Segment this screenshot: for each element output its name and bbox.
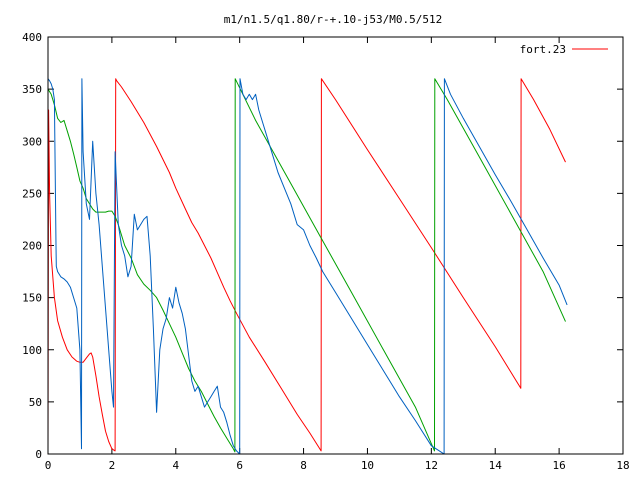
x-tick-label: 16 (552, 459, 565, 472)
x-tick-label: 14 (489, 459, 503, 472)
tick-layer: 0 2 4 6 8 10 12 14 16 18 0 50 100 150 200 250 300 350 400 (22, 31, 630, 472)
y-tick-label: 300 (22, 135, 42, 148)
y-tick-label: 350 (22, 83, 42, 96)
x-tick-label: 12 (425, 459, 438, 472)
x-tick-label: 2 (109, 459, 116, 472)
legend: fort.23 (520, 43, 608, 56)
series-line-2 (47, 78, 566, 453)
x-tick-label: 10 (361, 459, 374, 472)
legend-label-fort-23: fort.23 (520, 43, 566, 56)
plot-frame (47, 36, 624, 455)
y-tick-label: 200 (22, 240, 42, 253)
x-tick-label: 18 (616, 459, 629, 472)
series-layer (47, 78, 568, 455)
chart-title: m1/n1.5/q1.80/r-+.10-j53/M0.5/512 (224, 13, 443, 26)
y-tick-label: 400 (22, 31, 42, 44)
y-tick-label: 0 (35, 448, 42, 461)
y-tick-label: 100 (22, 344, 42, 357)
y-tick-label: 150 (22, 292, 42, 305)
series-line-1 (47, 78, 566, 455)
y-tick-label: 50 (29, 396, 42, 409)
x-tick-label: 6 (236, 459, 243, 472)
y-tick-label: 250 (22, 187, 42, 200)
x-tick-label: 4 (172, 459, 179, 472)
x-tick-label: 8 (300, 459, 307, 472)
series-line-3 (47, 78, 568, 455)
x-tick-label: 0 (45, 459, 52, 472)
